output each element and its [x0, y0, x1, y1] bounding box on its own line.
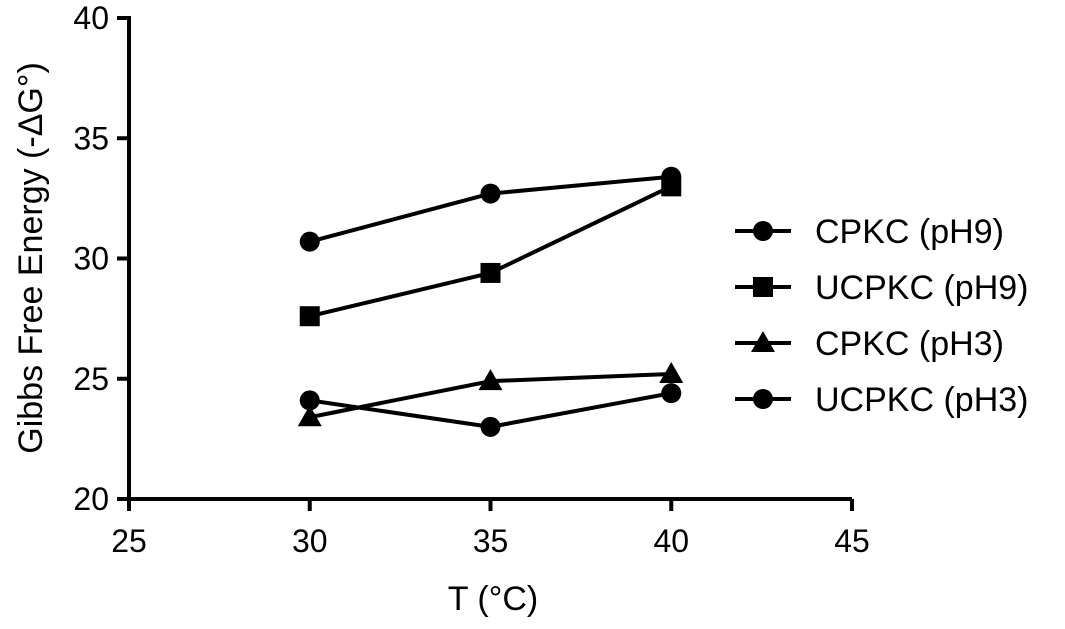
- data-point: [299, 231, 320, 252]
- data-point: [661, 176, 682, 197]
- legend-label: UCPKC (pH9): [815, 269, 1028, 307]
- data-point: [659, 361, 684, 383]
- data-point: [480, 262, 501, 283]
- data-point: [297, 405, 322, 427]
- y-tick-label: 40: [73, 0, 109, 36]
- data-point: [478, 369, 503, 391]
- data-point: [480, 416, 501, 437]
- legend-marker: [753, 389, 773, 409]
- y-tick-label: 25: [73, 361, 109, 397]
- legend-marker: [753, 277, 773, 297]
- legend-marker: [753, 221, 773, 241]
- y-tick-label: 30: [73, 241, 109, 277]
- series-3: [299, 383, 682, 437]
- data-point: [299, 306, 320, 327]
- series-1: [299, 176, 682, 327]
- y-tick-label: 20: [73, 481, 109, 517]
- legend-label: UCPKC (pH3): [815, 381, 1028, 419]
- x-tick-label: 25: [111, 523, 147, 559]
- series-2: [297, 361, 684, 427]
- data-point: [299, 390, 320, 411]
- series-layer: [297, 166, 684, 437]
- y-axis-title: Gibbs Free Energy (-ΔG°): [12, 62, 50, 454]
- x-tick-label: 35: [473, 523, 509, 559]
- legend-item: UCPKC (pH3): [735, 381, 1028, 419]
- x-axis-title: T (°C): [448, 580, 538, 618]
- legend-label: CPKC (pH9): [815, 213, 1004, 251]
- x-tick-label: 45: [834, 523, 870, 559]
- data-point: [480, 183, 501, 204]
- y-tick-label: 35: [73, 120, 109, 156]
- legend-item: CPKC (pH3): [735, 325, 1004, 363]
- series-line: [309, 184, 673, 319]
- legend-label: CPKC (pH3): [815, 325, 1004, 363]
- x-tick-label: 30: [292, 523, 328, 559]
- legend: CPKC (pH9) UCPKC (pH9) CPKC (pH3) UCPKC (pH…: [735, 213, 1028, 419]
- legend-item: UCPKC (pH9): [735, 269, 1028, 307]
- x-tick-label: 40: [653, 523, 689, 559]
- data-point: [661, 383, 682, 404]
- legend-item: CPKC (pH9): [735, 213, 1004, 251]
- legend-marker: [751, 331, 775, 352]
